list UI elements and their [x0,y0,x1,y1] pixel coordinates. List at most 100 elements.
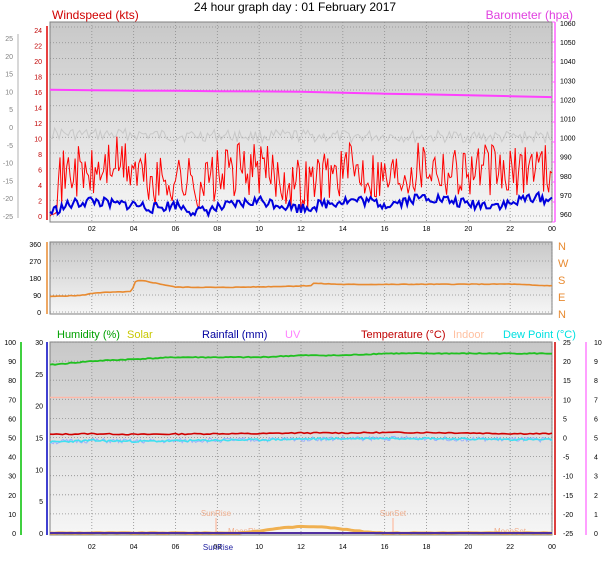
p3-uv-tick-label: 1 [594,512,598,519]
p1-wind-tick-label: 2 [38,199,42,206]
p3-annotation-label: SunSet [380,509,407,518]
p3-legend-item: Humidity (%) [57,329,120,341]
p1-wind-tick-label: 0 [38,214,42,221]
p3-x-tick-label: 08 [213,544,221,551]
p1-baro-tick-label: 990 [560,155,572,162]
p2-compass-label: N [558,309,566,321]
p3-temp-tick-label: -20 [563,512,573,519]
p3-x-tick-label: 04 [130,544,138,551]
p3-legend-item: Indoor [453,329,485,341]
p3-temp-tick-label: 15 [563,378,571,385]
temperature-line [49,431,553,436]
p3-rain-tick-label: 0 [39,531,43,538]
p1-baro-tick-label: 1050 [560,40,576,47]
p3-x-tick-label: 00 [548,544,556,551]
p3-x-tick-label: 18 [423,544,431,551]
p3-humidity-tick-label: 10 [8,512,16,519]
p1-baro-tick-label: 1060 [560,21,576,28]
p1-wind-tick-label: 10 [34,137,42,144]
p1-wind-tick-label: 6 [38,168,42,175]
windspeed-line [49,190,553,219]
p3-uv-tick-label: 10 [594,340,602,347]
p1-wind-tick-label: 20 [34,59,42,66]
p1-wind-tick-label: 24 [34,28,42,35]
p3-legend-item: Solar [127,329,153,341]
p3-temp-tick-label: -15 [563,493,573,500]
p1-baro-tick-label: 1000 [560,136,576,143]
p1-wind-tick-label: 16 [34,90,42,97]
p3-rain-tick-label: 5 [39,499,43,506]
p2-dir-tick-label: 360 [29,242,41,249]
p3-legend-item: UV [285,329,301,341]
p1-wind-tick-label: 4 [38,183,42,190]
gray-line [49,126,553,145]
p3-humidity-tick-label: 20 [8,493,16,500]
p3-humidity-tick-label: 50 [8,436,16,443]
dewpoint-line [49,436,553,444]
p3-uv-tick-label: 2 [594,493,598,500]
p1-baro-tick-label: 980 [560,174,572,181]
p3-humidity-tick-label: 30 [8,474,16,481]
p1-x-tick-label: 16 [381,226,389,233]
p1-x-tick-label: 14 [339,226,347,233]
p3-humidity-tick-label: 40 [8,455,16,462]
p1-far-left-tick-label: 0 [9,125,13,132]
p1-x-tick-label: 06 [172,226,180,233]
humidity-line [49,352,553,366]
p3-humidity-tick-label: 90 [8,359,16,366]
p3-x-tick-label: 06 [172,544,180,551]
p3-x-tick-label: 16 [381,544,389,551]
p1-far-left-tick-label: 25 [5,36,13,43]
p2-compass-label: S [558,275,565,287]
p1-wind-tick-label: 12 [34,121,42,128]
p1-far-left-tick-label: -25 [3,214,13,221]
p3-uv-tick-label: 6 [594,416,598,423]
p3-temp-tick-label: 10 [563,397,571,404]
barometer-line [49,88,553,99]
p3-uv-tick-label: 0 [594,531,598,538]
p1-x-tick-label: 22 [506,226,514,233]
p1-x-tick-label: 18 [423,226,431,233]
p1-x-tick-label: 20 [464,226,472,233]
p1-windspeed-title: Windspeed (kts) [52,8,139,22]
p1-far-left-tick-label: 20 [5,54,13,61]
p1-far-left-tick-label: -5 [7,143,13,150]
p3-temp-tick-label: 25 [563,340,571,347]
p3-uv-tick-label: 9 [594,359,598,366]
p3-rain-tick-label: 10 [35,467,43,474]
p2-compass-label: E [558,292,565,304]
p1-far-left-tick-label: 10 [5,89,13,96]
p2-dir-tick-label: 90 [33,293,41,300]
p1-baro-tick-label: 970 [560,193,572,200]
p1-baro-tick-label: 1030 [560,78,576,85]
p1-far-left-tick-label: -20 [3,196,13,203]
p1-baro-tick-label: 1020 [560,97,576,104]
p1-x-tick-label: 08 [213,226,221,233]
p3-annotation-label: SunRise [201,509,232,518]
p1-wind-tick-label: 22 [34,44,42,51]
p3-x-tick-label: 20 [464,544,472,551]
p1-baro-tick-label: 1040 [560,59,576,66]
p1-x-tick-label: 02 [88,226,96,233]
p3-x-tick-label: 22 [506,544,514,551]
climate-panel: 1009080706050403020100302520151050252015… [4,329,602,552]
p3-x-tick-label: 14 [339,544,347,551]
p3-rain-tick-label: 25 [35,372,43,379]
p1-far-left-tick-label: 15 [5,72,13,79]
p3-uv-tick-label: 7 [594,397,598,404]
p2-dir-tick-label: 180 [29,276,41,283]
p2-dir-tick-label: 270 [29,259,41,266]
p3-temp-tick-label: 0 [563,436,567,443]
p3-sunrise-marker-label: SunRise [203,543,234,552]
p3-x-tick-label: 02 [88,544,96,551]
p1-x-tick-label: 10 [255,226,263,233]
p3-uv-tick-label: 8 [594,378,598,385]
p3-humidity-tick-label: 80 [8,378,16,385]
p1-wind-tick-label: 8 [38,152,42,159]
p3-temp-tick-label: -5 [563,455,569,462]
p1-far-left-tick-label: -15 [3,178,13,185]
graph-title: 24 hour graph day : 01 February 2017 [194,0,396,14]
p2-compass-label: N [558,241,566,253]
